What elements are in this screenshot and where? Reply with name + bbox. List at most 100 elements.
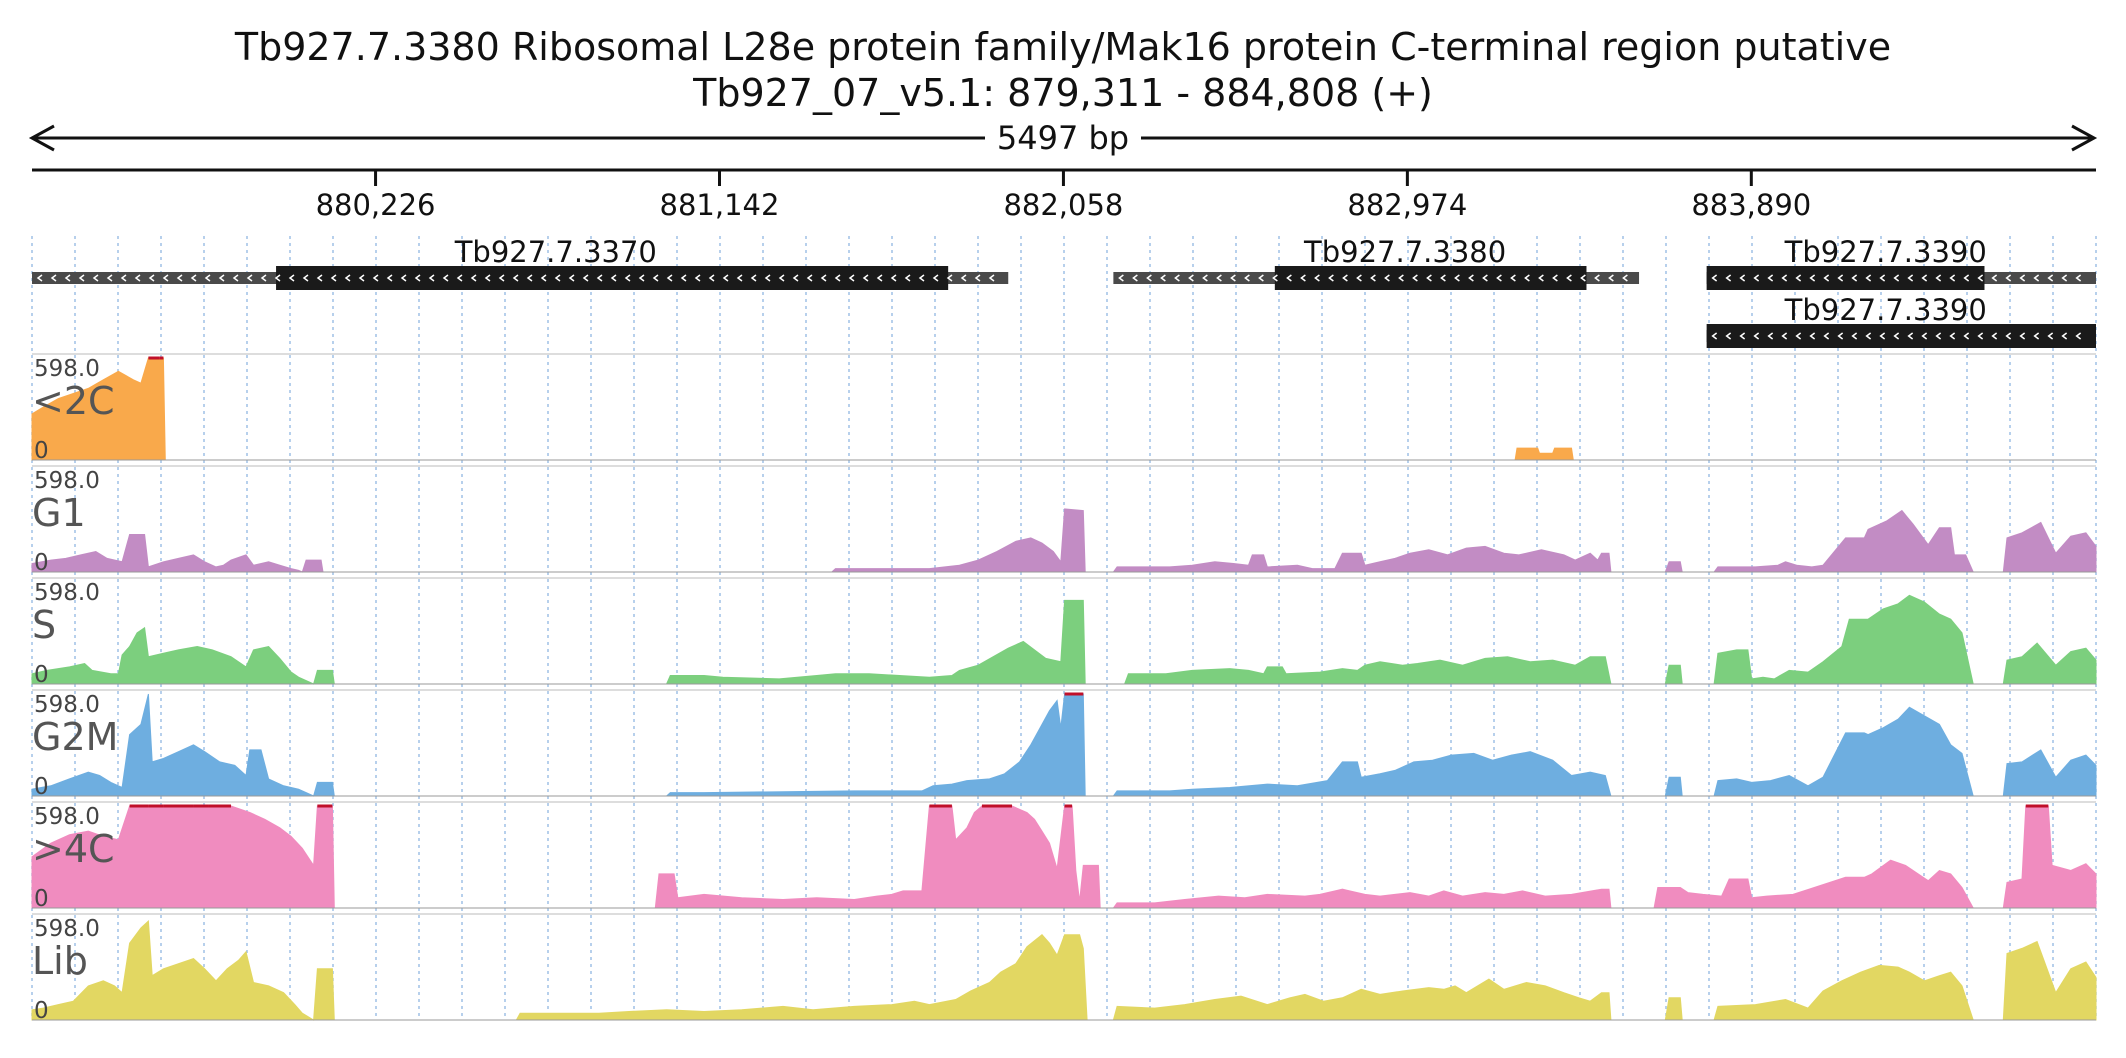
track-4: 598.0 0 >4C (31, 801, 2097, 912)
gene-cds-bar-2 (1706, 266, 1985, 290)
chevron (1837, 274, 1844, 282)
span-label-bg (985, 118, 1141, 158)
ruler-tick-label-1: 881,142 (660, 188, 780, 222)
chevron (1188, 274, 1194, 282)
chevron (904, 274, 911, 282)
chevron (1454, 274, 1460, 282)
chevron (1711, 274, 1718, 282)
gene-label-1: Tb927.7.3380 (1303, 235, 1506, 269)
chevron (1977, 274, 1984, 282)
coverage-area-0 (31, 357, 2096, 461)
chevron (1356, 274, 1362, 282)
chevron (1865, 332, 1872, 340)
chevron (1384, 274, 1390, 282)
chevron (1538, 274, 1544, 282)
chevron (1795, 274, 1802, 282)
chevron (526, 274, 533, 282)
chevron (1949, 274, 1956, 282)
chevron (1879, 274, 1886, 282)
chevron (1230, 274, 1236, 282)
chevron (1879, 332, 1886, 340)
chevron (1482, 274, 1488, 282)
track-scale-zero-2: 0 (34, 662, 49, 688)
chevron (2047, 274, 2054, 282)
chevron (1949, 332, 1956, 340)
chevron (1132, 274, 1138, 282)
coverage-area-1 (31, 508, 2097, 573)
coverage-area-5 (31, 920, 2097, 1021)
coverage-area-4 (31, 805, 2097, 909)
chevron (778, 274, 785, 282)
chevron (918, 274, 925, 282)
chevron (1809, 274, 1816, 282)
chevron (484, 274, 491, 282)
chevron (1622, 274, 1628, 282)
chevron (876, 274, 883, 282)
chevron (358, 274, 365, 282)
chevron (890, 274, 897, 282)
chevron (2019, 274, 2026, 282)
chevron (540, 274, 547, 282)
chevron (1851, 332, 1858, 340)
chevron (1594, 274, 1600, 282)
chevron (1216, 274, 1222, 282)
gene-label-3: Tb927.7.3390 (1784, 293, 1987, 327)
span-arrow-left-head (28, 124, 55, 152)
chevron (1580, 274, 1586, 282)
chevron (1510, 274, 1516, 282)
chevron (50, 274, 57, 282)
chevron (988, 274, 995, 282)
track-scale-max-1: 598.0 (34, 468, 100, 494)
chevron (1991, 274, 1998, 282)
chevron (1823, 274, 1830, 282)
chevron (106, 274, 113, 282)
chevron (1552, 274, 1558, 282)
chevron (1725, 274, 1732, 282)
chevron (1781, 274, 1788, 282)
chevron (638, 274, 645, 282)
chevron (554, 274, 561, 282)
chevron (624, 274, 631, 282)
chevron (1893, 332, 1900, 340)
track-1: 598.0 0 G1 (31, 465, 2097, 576)
chevron (1739, 274, 1746, 282)
chevron (1921, 332, 1928, 340)
chevron (456, 274, 463, 282)
ruler-tick-label-2: 882,058 (1003, 188, 1123, 222)
chevron (1342, 274, 1348, 282)
chevron (1753, 332, 1760, 340)
coverage-area-3 (31, 693, 2097, 797)
track-scale-zero-5: 0 (34, 998, 49, 1024)
chevron (1272, 274, 1278, 282)
ruler-tick-label-4: 883,890 (1691, 188, 1811, 222)
track-scale-max-0: 598.0 (34, 356, 100, 382)
chevron (316, 274, 323, 282)
chevron (1977, 332, 1984, 340)
chevron (1412, 274, 1418, 282)
chevron (1426, 274, 1432, 282)
chevron (92, 274, 99, 282)
chevron (1370, 274, 1376, 282)
chevron (2075, 332, 2082, 340)
chevron (764, 274, 771, 282)
chevron (1837, 332, 1844, 340)
chevron (176, 274, 183, 282)
chevron (2033, 332, 2040, 340)
chevron (1907, 332, 1914, 340)
track-5: 598.0 0 Lib (31, 913, 2097, 1024)
chevron (568, 274, 575, 282)
chevron (750, 274, 757, 282)
chevron (792, 274, 799, 282)
chevron (470, 274, 477, 282)
chevron (1725, 332, 1732, 340)
chevron (596, 274, 603, 282)
track-name-1: G1 (32, 491, 86, 535)
chevron (722, 274, 729, 282)
chevron (1851, 274, 1858, 282)
track-3: 598.0 0 G2M (31, 689, 2097, 800)
chevron (302, 274, 309, 282)
track-name-4: >4C (32, 827, 115, 871)
gene-strand-chevrons-2 (1711, 274, 2082, 282)
gene-cds-bar-3 (1706, 324, 2096, 348)
